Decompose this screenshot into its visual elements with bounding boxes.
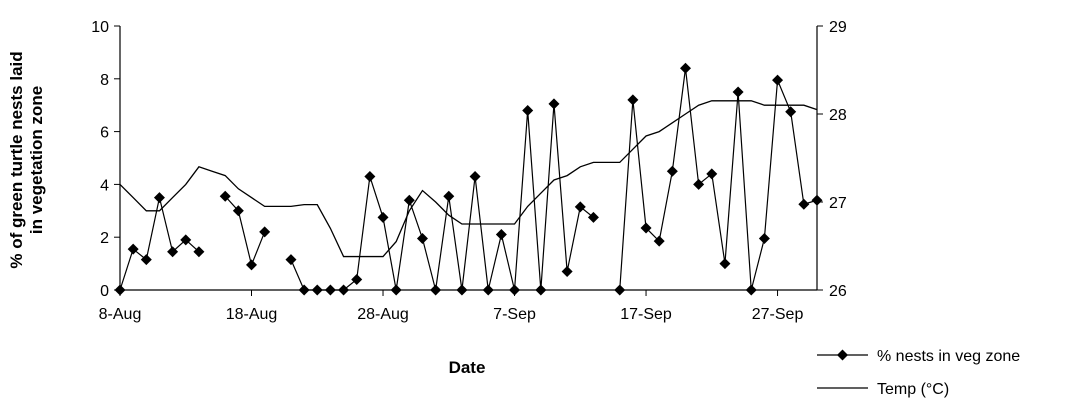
y-axis-title-line1: % of green turtle nests laid [7, 51, 26, 268]
nests-point [798, 198, 810, 210]
legend-item-temp: Temp (°C) [817, 381, 949, 398]
nests-point [772, 74, 784, 86]
nests-point [167, 246, 179, 258]
nests-line-segment [619, 68, 818, 291]
y-axis-title-line2: in vegetation zone [27, 86, 46, 234]
nests-point [561, 266, 573, 278]
nests-point [627, 94, 639, 106]
legend-marker-nests [837, 349, 848, 361]
nests-point [232, 205, 244, 217]
right-tick-label: 26 [829, 283, 847, 300]
nests-point [574, 201, 586, 213]
nests-point [509, 284, 521, 296]
temp-series [119, 100, 818, 258]
temp-line [119, 100, 818, 258]
nests-point [180, 234, 192, 246]
nests-point [285, 254, 297, 266]
nests-point [745, 284, 757, 296]
x-tick-label: 18-Aug [226, 306, 278, 323]
nests-point [259, 226, 271, 238]
nests-point [364, 170, 376, 182]
nests-point [403, 194, 415, 206]
nests-point [719, 258, 731, 270]
nests-point [140, 254, 152, 266]
nests-point [456, 284, 468, 296]
legend: % nests in veg zone Temp (°C) [817, 348, 1020, 398]
nests-point [495, 229, 507, 241]
left-tick-label: 8 [100, 72, 109, 89]
nests-point [640, 222, 652, 234]
nests-point [535, 284, 547, 296]
nests-point [679, 62, 691, 74]
left-tick-label: 10 [91, 19, 109, 36]
right-tick-label: 27 [829, 195, 847, 212]
nests-point [666, 165, 678, 177]
nests-point [758, 233, 770, 245]
left-y-axis: 0 2 4 6 8 10 [91, 19, 120, 300]
left-tick-label: 4 [100, 177, 109, 194]
nests-point [443, 190, 455, 202]
nests-point [706, 168, 718, 180]
nests-point [338, 284, 350, 296]
right-y-axis: 26 27 28 29 [817, 19, 847, 300]
nests-line-segment [224, 195, 266, 267]
left-tick-label: 6 [100, 125, 109, 142]
legend-label-temp: Temp (°C) [877, 381, 949, 398]
left-tick-label: 0 [100, 283, 109, 300]
nests-point [811, 194, 823, 206]
nests-point [219, 190, 231, 202]
nests-point [430, 284, 442, 296]
left-tick-label: 2 [100, 230, 109, 247]
nests-point [653, 235, 665, 247]
nests-point [114, 284, 126, 296]
nests-point [377, 211, 389, 223]
nests-series [114, 62, 823, 296]
x-tick-label: 17-Sep [620, 306, 672, 323]
nests-point [587, 211, 599, 223]
legend-label-nests: % nests in veg zone [877, 348, 1020, 365]
nests-point [522, 104, 534, 116]
x-tick-label: 28-Aug [357, 306, 409, 323]
nests-point [311, 284, 323, 296]
nests-point [693, 178, 705, 190]
nests-point [324, 284, 336, 296]
nests-point [298, 284, 310, 296]
nests-point [469, 170, 481, 182]
nests-point [614, 284, 626, 296]
right-tick-label: 28 [829, 107, 847, 124]
nests-point [246, 259, 258, 271]
nests-point [482, 284, 494, 296]
plot-area [119, 26, 818, 291]
nests-line-segment [290, 103, 594, 291]
legend-item-nests: % nests in veg zone [817, 348, 1020, 365]
right-tick-label: 29 [829, 19, 847, 36]
nests-point [127, 243, 139, 255]
x-axis-title: Date [449, 358, 486, 377]
nests-point [416, 233, 428, 245]
nests-point [390, 284, 402, 296]
x-tick-label: 27-Sep [752, 306, 804, 323]
nests-point [351, 273, 363, 285]
nests-point [193, 246, 205, 258]
x-tick-label: 8-Aug [99, 306, 142, 323]
nests-point [732, 86, 744, 98]
nests-point [548, 98, 560, 110]
x-tick-label: 7-Sep [493, 306, 536, 323]
nests-point [785, 106, 797, 118]
x-axis: 8-Aug 18-Aug 28-Aug 7-Sep 17-Sep 27-Sep [99, 290, 804, 323]
nests-point [153, 192, 165, 204]
